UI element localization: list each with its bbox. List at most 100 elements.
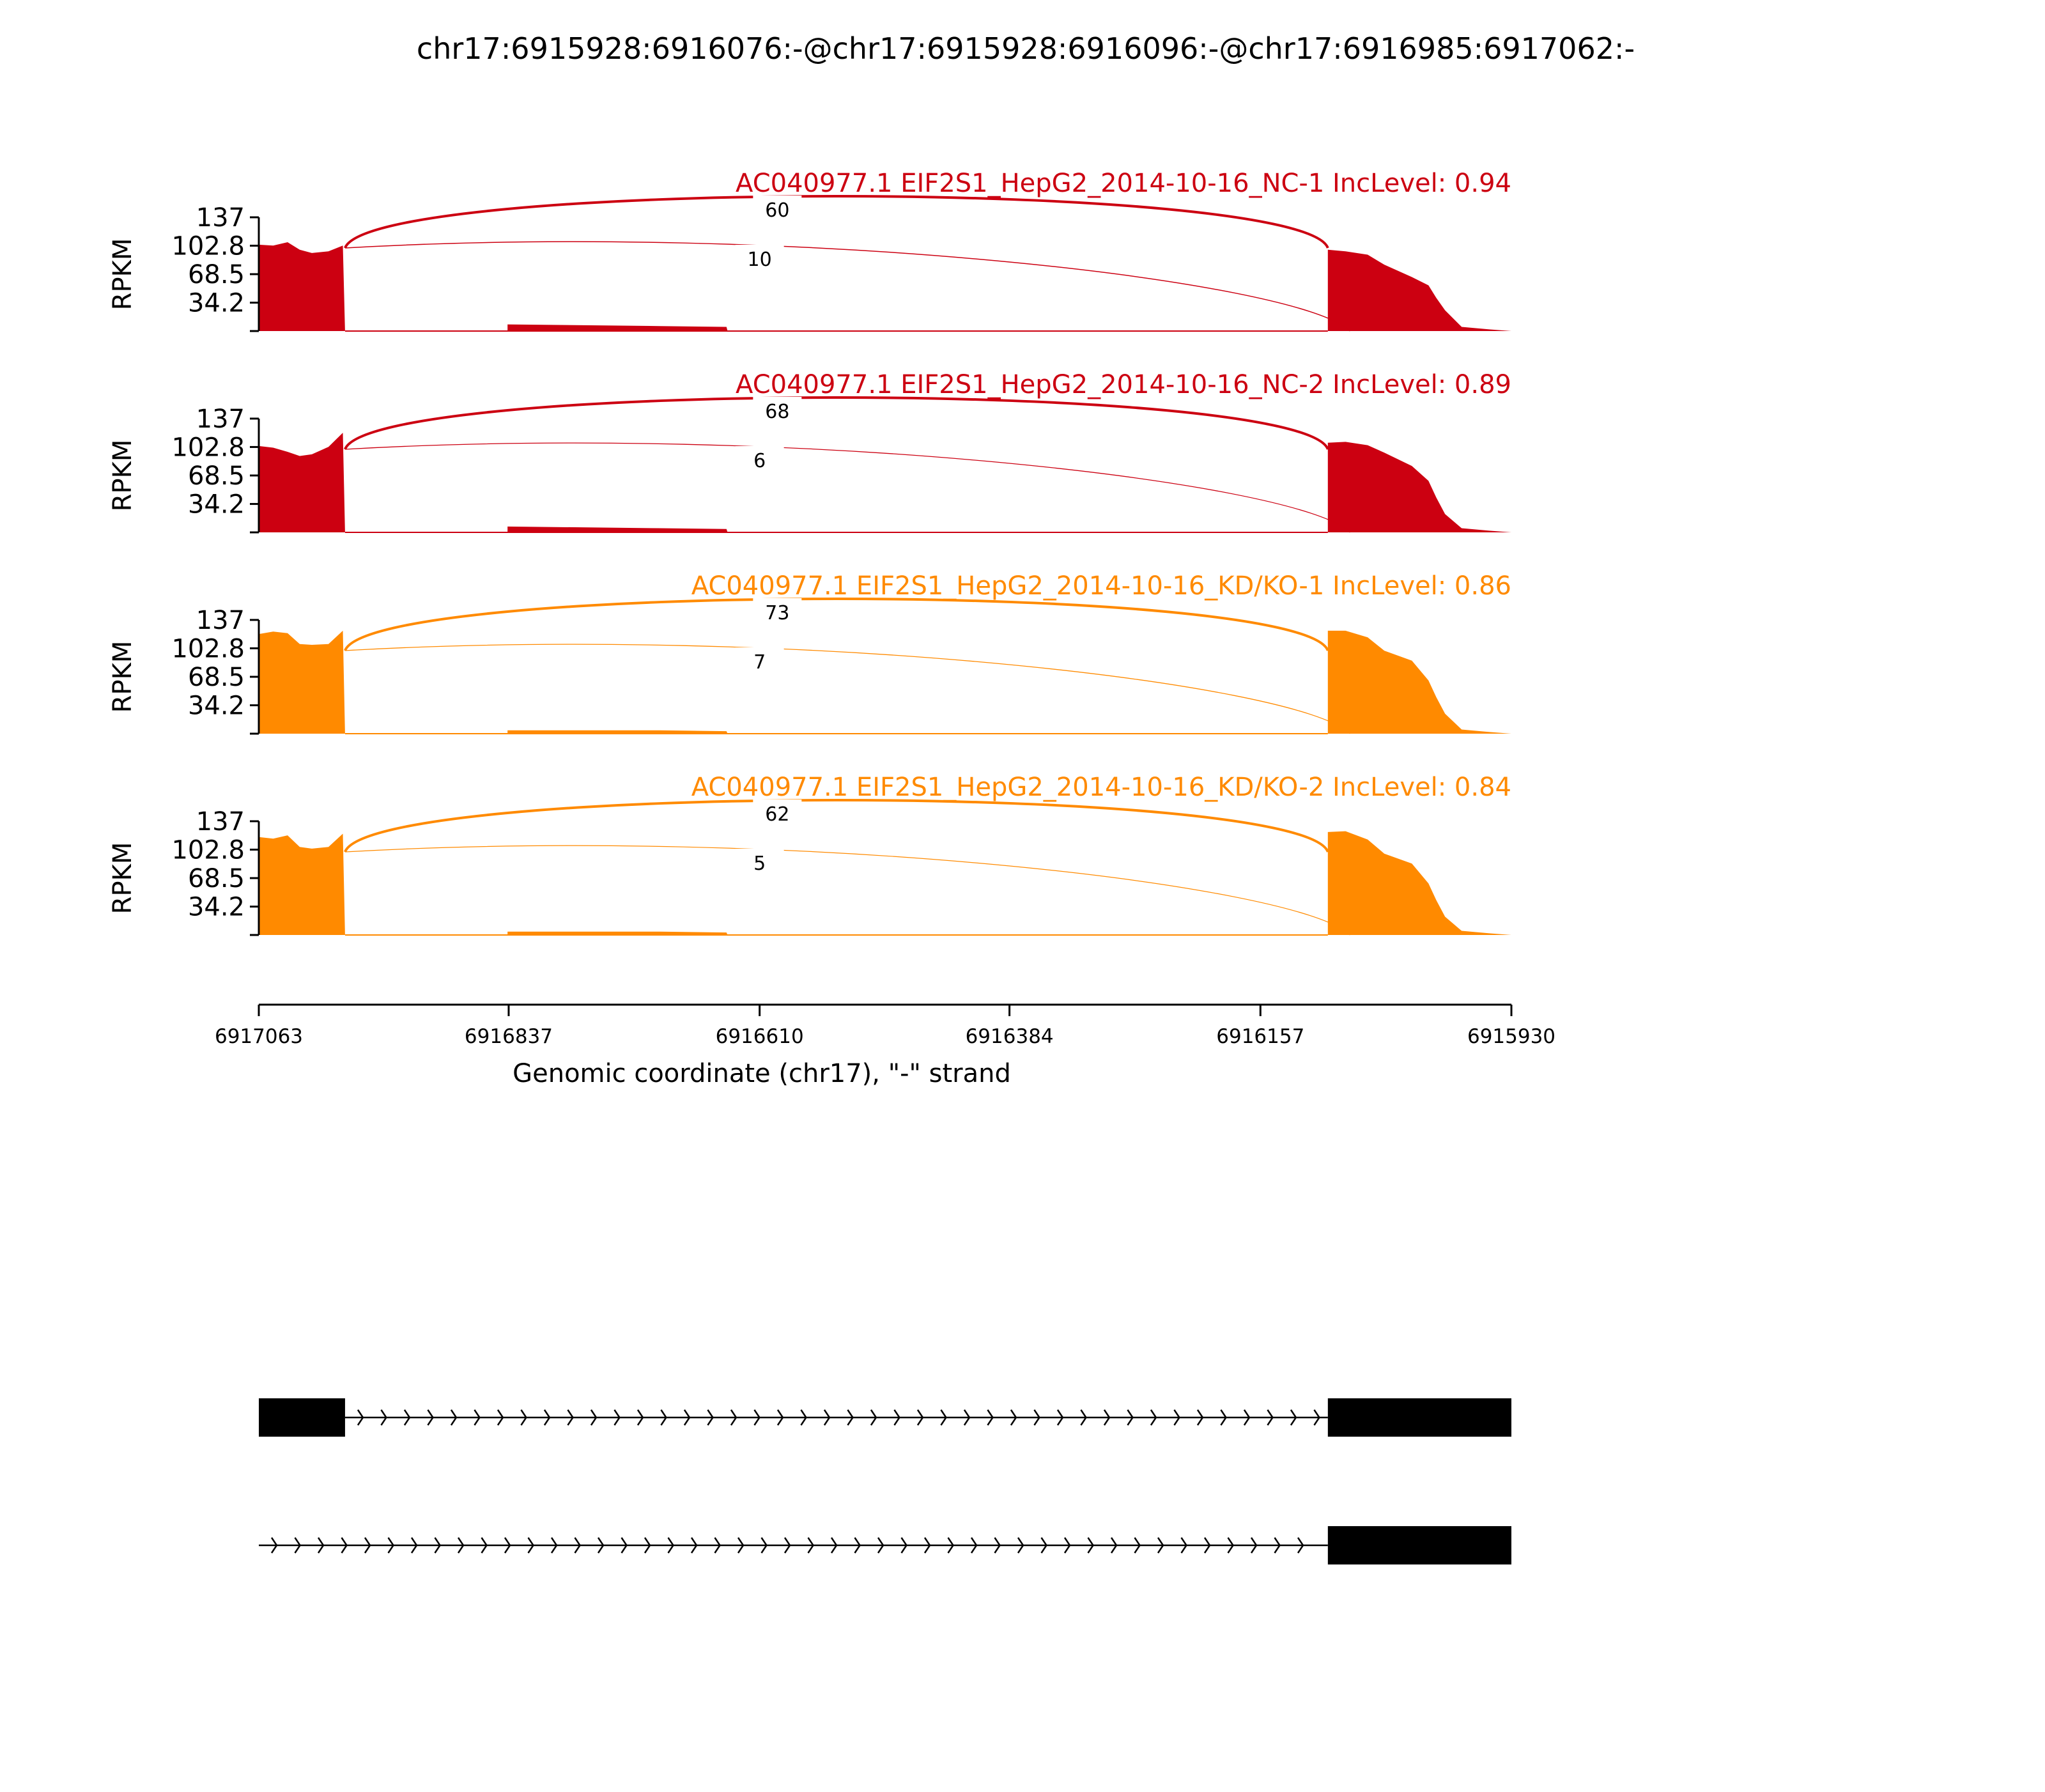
- junction-arc: [344, 442, 1350, 533]
- x-tick-label: 6916384: [966, 1025, 1054, 1048]
- y-axis-label: RPKM: [108, 641, 137, 713]
- isoform-model: [259, 1398, 1511, 1437]
- y-tick-label: 34.2: [188, 490, 245, 520]
- strand-arrow: [621, 1537, 628, 1554]
- junction-count-label: 73: [765, 602, 789, 624]
- x-tick-label: 6915930: [1467, 1025, 1555, 1048]
- coverage-area: [259, 242, 1511, 331]
- strand-arrow: [410, 1537, 418, 1554]
- strand-arrow: [590, 1409, 598, 1426]
- strand-arrow: [317, 1537, 325, 1554]
- y-tick-label: 68.5: [188, 461, 245, 491]
- strand-arrow: [730, 1409, 737, 1426]
- strand-arrow: [807, 1537, 815, 1554]
- strand-arrow: [660, 1409, 667, 1426]
- strand-arrow: [714, 1537, 722, 1554]
- strand-arrow: [457, 1537, 465, 1554]
- junction-count-label: 7: [753, 651, 766, 674]
- isoform-model: [259, 1526, 1511, 1564]
- strand-arrow: [1267, 1409, 1274, 1426]
- strand-arrow: [270, 1537, 278, 1554]
- coverage-area: [259, 831, 1511, 935]
- strand-arrow: [1010, 1409, 1017, 1426]
- strand-arrow: [450, 1409, 458, 1426]
- strand-arrow: [683, 1409, 691, 1426]
- isoform-models: [259, 1398, 1511, 1564]
- strand-arrow: [854, 1537, 861, 1554]
- strand-arrow: [520, 1409, 527, 1426]
- y-tick-label: 137: [196, 807, 245, 837]
- strand-arrow: [637, 1409, 644, 1426]
- strand-arrow: [1250, 1537, 1258, 1554]
- strand-arrow: [543, 1409, 551, 1426]
- figure-title: chr17:6915928:6916076:-@chr17:6915928:69…: [417, 31, 1635, 66]
- y-tick-label: 137: [196, 606, 245, 635]
- strand-arrow: [690, 1537, 698, 1554]
- strand-arrow: [364, 1537, 371, 1554]
- exon-block: [1327, 1526, 1511, 1564]
- strand-arrow: [1173, 1409, 1180, 1426]
- strand-arrow: [474, 1409, 481, 1426]
- strand-arrow: [1203, 1537, 1211, 1554]
- strand-arrow: [893, 1409, 900, 1426]
- strand-arrow: [504, 1537, 511, 1554]
- y-tick-label: 102.8: [171, 634, 245, 663]
- y-axis-label: RPKM: [108, 842, 137, 915]
- junction-count-label: 5: [753, 853, 766, 875]
- x-axis-label: Genomic coordinate (chr17), "-" strand: [513, 1059, 1011, 1088]
- y-tick-label: 34.2: [188, 893, 245, 922]
- junction-arc: [344, 644, 1350, 734]
- strand-arrow: [1150, 1409, 1157, 1426]
- strand-arrow: [870, 1409, 877, 1426]
- x-tick-label: 6917063: [215, 1025, 303, 1048]
- strand-arrow: [994, 1537, 1001, 1554]
- strand-arrow: [1297, 1537, 1304, 1554]
- junction-arc: [344, 396, 1329, 450]
- strand-arrow: [1157, 1537, 1164, 1554]
- junction-arc: [344, 195, 1329, 249]
- strand-arrow: [294, 1537, 302, 1554]
- y-tick-label: 34.2: [188, 691, 245, 721]
- strand-arrow: [947, 1537, 955, 1554]
- y-tick-label: 102.8: [171, 835, 245, 865]
- junction-label-box: [753, 799, 802, 825]
- exon-block: [259, 1398, 345, 1437]
- strand-arrow: [1040, 1537, 1048, 1554]
- junction-arc: [344, 598, 1329, 651]
- strand-arrow: [916, 1409, 924, 1426]
- y-tick-label: 68.5: [188, 260, 245, 290]
- strand-arrow: [434, 1537, 442, 1554]
- strand-arrow: [1227, 1537, 1235, 1554]
- x-tick-label: 6916610: [716, 1025, 804, 1048]
- y-axis-label: RPKM: [108, 440, 137, 512]
- strand-arrow: [341, 1537, 348, 1554]
- y-tick-label: 137: [196, 203, 245, 233]
- strand-arrow: [823, 1409, 831, 1426]
- strand-arrow: [1134, 1537, 1141, 1554]
- strand-arrow: [497, 1409, 504, 1426]
- strand-arrow: [737, 1537, 745, 1554]
- strand-arrow: [847, 1409, 854, 1426]
- strand-arrow: [800, 1409, 807, 1426]
- strand-arrow: [1103, 1409, 1111, 1426]
- y-tick-label: 137: [196, 405, 245, 434]
- y-tick-label: 68.5: [188, 663, 245, 692]
- junction-label-box: [735, 849, 784, 874]
- strand-arrow: [1180, 1537, 1188, 1554]
- strand-arrow: [667, 1537, 675, 1554]
- x-tick-label: 6916837: [465, 1025, 553, 1048]
- strand-arrow: [550, 1537, 558, 1554]
- strand-arrow: [830, 1537, 838, 1554]
- coverage-area: [259, 433, 1511, 532]
- track-title: AC040977.1 EIF2S1_HepG2_2014-10-16_NC-2 …: [736, 370, 1511, 399]
- strand-arrow: [614, 1409, 621, 1426]
- y-tick-label: 68.5: [188, 864, 245, 893]
- junction-count-label: 6: [753, 450, 766, 472]
- strand-arrow: [403, 1409, 411, 1426]
- coverage-area: [259, 630, 1511, 734]
- strand-arrow: [357, 1409, 364, 1426]
- track-title: AC040977.1 EIF2S1_HepG2_2014-10-16_KD/KO…: [691, 571, 1511, 601]
